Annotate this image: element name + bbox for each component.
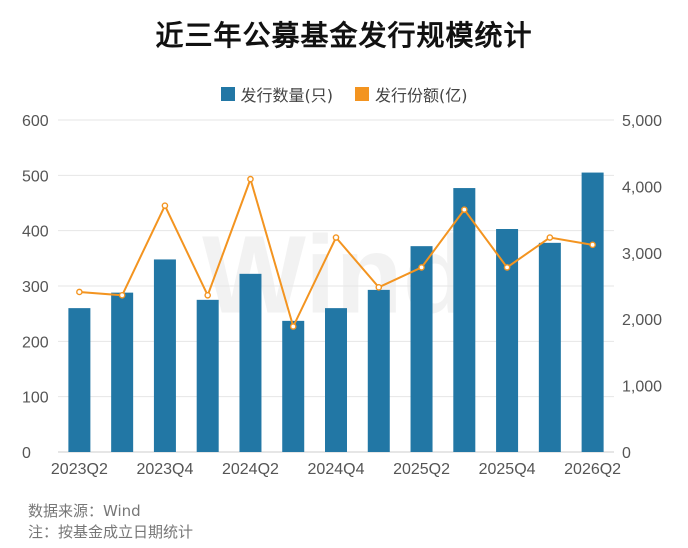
bar-2024Q1	[196, 299, 219, 452]
y-left-tick-label: 200	[22, 334, 49, 351]
legend-label-line: 发行份额(亿)	[375, 86, 468, 105]
legend-swatch-bar	[220, 87, 235, 101]
source-note: 数据来源：Wind	[28, 502, 141, 520]
bar-2026Q1	[538, 242, 561, 452]
bar-2023Q3	[111, 292, 134, 452]
line-point-2025Q3	[461, 206, 468, 213]
y-left-tick-label: 100	[22, 390, 49, 407]
legend-label-bar: 发行数量(只)	[240, 86, 334, 105]
y-left-tick-label: 600	[22, 113, 49, 130]
line-point-2026Q1	[546, 234, 554, 241]
line-point-2025Q4	[503, 264, 511, 271]
legend-item-bar: 发行数量(只)	[220, 82, 334, 106]
x-tick-label: 2023Q2	[51, 461, 108, 478]
line-point-2026Q2	[589, 241, 596, 249]
bar-2025Q2	[410, 246, 433, 452]
y-left-tick-label: 500	[22, 168, 49, 185]
y-left-tick-label: 400	[22, 224, 49, 241]
y-right-tick-label: 1,000	[622, 379, 662, 396]
line-point-2025Q2	[418, 264, 425, 271]
bar-2025Q4	[496, 229, 519, 452]
y-left-tick-label: 0	[22, 445, 31, 462]
line-point-2024Q3	[289, 323, 297, 330]
y-right-tick-label: 5,000	[622, 113, 662, 130]
chart-legend: 发行数量(只) 发行份额(亿)	[0, 82, 688, 106]
bar-2024Q4	[325, 308, 347, 452]
bar-2023Q2	[68, 308, 91, 452]
y-right-tick-label: 0	[622, 445, 631, 462]
x-tick-label: 2026Q2	[564, 461, 621, 478]
bar-2025Q3	[453, 188, 476, 452]
y-right-tick-label: 3,000	[622, 246, 662, 263]
x-tick-label: 2025Q2	[393, 461, 450, 478]
chart-title: 近三年公募基金发行规模统计	[155, 19, 533, 52]
x-tick-label: 2024Q4	[308, 461, 365, 478]
bar-2025Q1	[367, 289, 390, 452]
line-point-2023Q2	[76, 288, 83, 296]
bar-2026Q2	[581, 172, 604, 453]
line-point-2024Q2	[247, 175, 254, 183]
bar-2023Q4	[153, 259, 176, 452]
line-point-2023Q4	[161, 202, 169, 209]
legend-swatch-line	[355, 87, 369, 101]
x-tick-label: 2023Q4	[136, 461, 193, 478]
axis-labels: 0 100 200 300 400 500 600 0 1,000 2,000 3,000 4,000…	[22, 113, 662, 478]
y-right-tick-label: 4,000	[622, 179, 662, 196]
y-right-tick-label: 2,000	[622, 312, 662, 329]
bar-series	[68, 172, 604, 453]
footnote: 注：按基金成立日期统计	[28, 523, 194, 541]
line-point-2023Q3	[118, 291, 126, 299]
bar-2024Q3	[282, 320, 305, 452]
line-point-2025Q1	[375, 284, 383, 291]
y-left-tick-label: 300	[22, 279, 49, 296]
line-series	[76, 175, 596, 330]
x-tick-label: 2025Q4	[479, 461, 536, 478]
legend-item-line: 发行份额(亿)	[355, 82, 468, 106]
x-tick-label: 2024Q2	[222, 461, 279, 478]
line-point-2024Q4	[332, 234, 340, 241]
bar-2024Q2	[239, 273, 262, 452]
line-point-2024Q1	[204, 291, 211, 299]
